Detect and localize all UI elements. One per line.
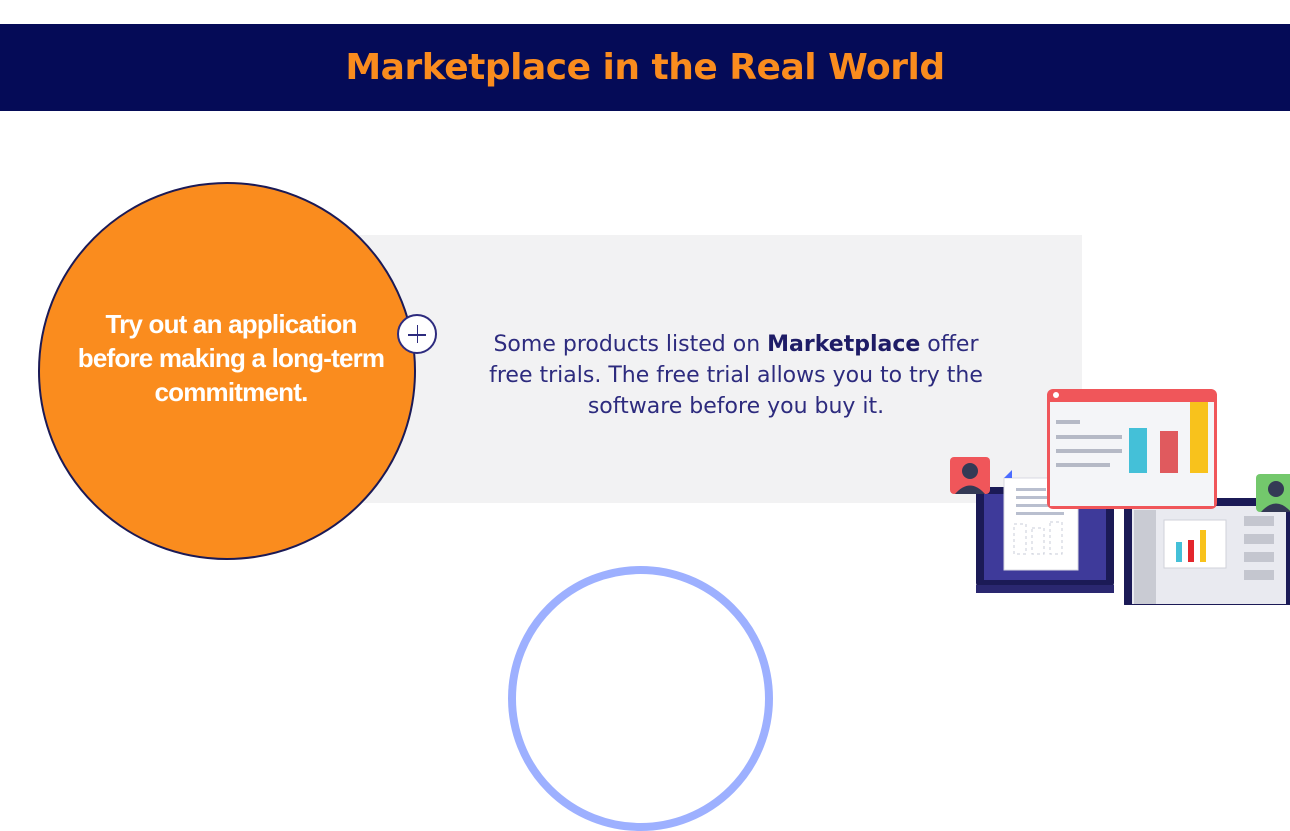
info-panel-text: Some products listed on Marketplace offe… — [480, 329, 992, 422]
devices-analytics-illustration — [950, 389, 1290, 605]
next-feature-circle — [508, 566, 773, 831]
laptop-right — [1124, 498, 1290, 605]
user-avatar-right — [1256, 474, 1290, 512]
page-header: Marketplace in the Real World — [0, 24, 1290, 111]
expand-button[interactable] — [397, 314, 437, 354]
info-text-marketplace: Marketplace — [767, 332, 921, 357]
user-avatar-left — [950, 457, 990, 494]
chart-window — [1047, 389, 1217, 509]
feature-circle — [38, 182, 416, 560]
info-text-end: offer free trials. The free trial allows… — [489, 332, 983, 419]
page-title: Marketplace in the Real World — [345, 47, 945, 88]
feature-circle-text: Try out an application before making a l… — [77, 309, 385, 407]
info-text-start: Some products listed on — [493, 332, 768, 357]
